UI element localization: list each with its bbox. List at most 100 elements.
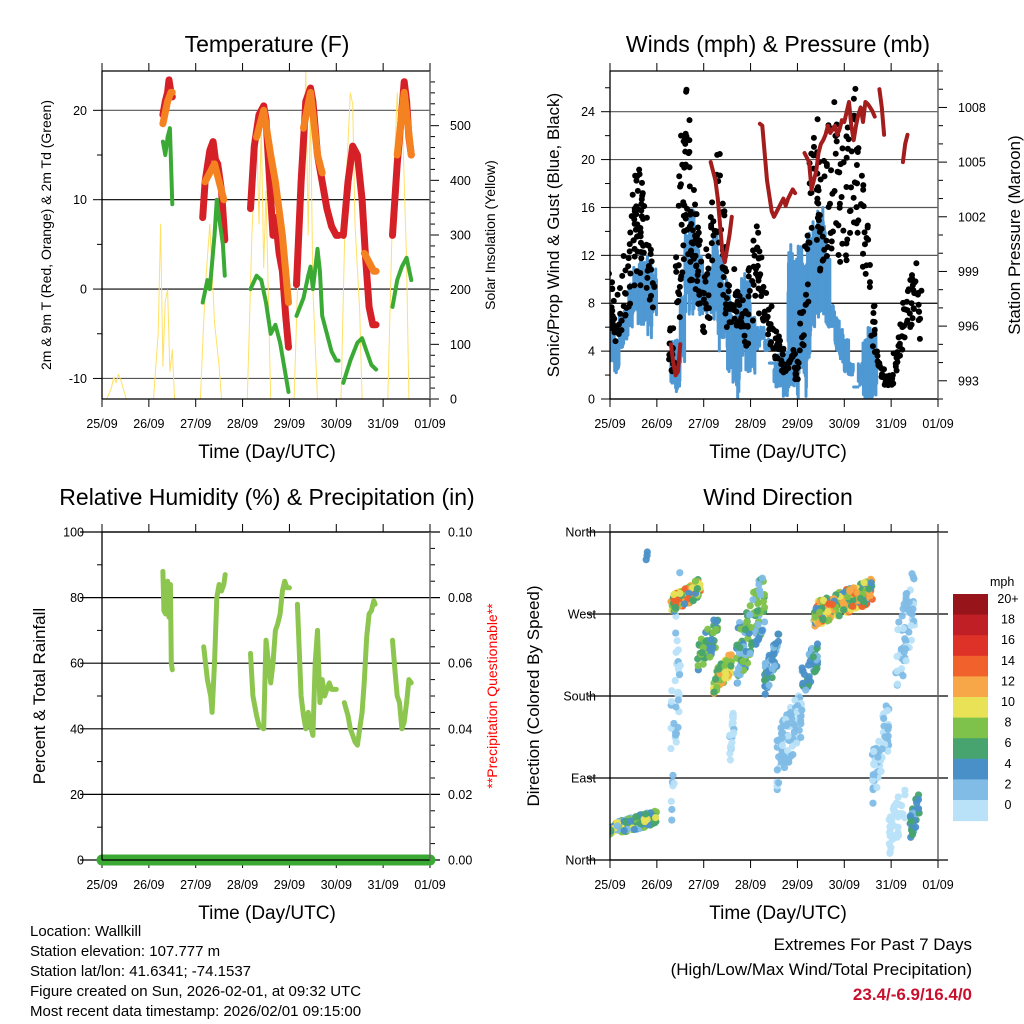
direction-point — [789, 751, 797, 759]
x-tick-label: 26/09 — [133, 878, 164, 892]
gust-point — [638, 255, 645, 262]
direction-point — [746, 611, 754, 619]
gust-point — [705, 253, 712, 260]
gust-point — [699, 289, 706, 296]
gust-point — [839, 145, 846, 152]
colorbar-swatch — [953, 717, 988, 739]
x-tick-label: 27/09 — [180, 417, 211, 431]
gust-point — [758, 254, 765, 261]
direction-point — [632, 813, 640, 821]
gust-point — [627, 300, 634, 307]
direction-point — [671, 676, 679, 685]
direction-point — [901, 791, 909, 799]
gust-point — [610, 279, 616, 286]
gust-point — [802, 301, 809, 308]
gust-point — [633, 177, 640, 184]
direction-point — [865, 585, 873, 593]
gust-point — [860, 186, 867, 193]
gust-point — [861, 229, 868, 236]
gust-point — [627, 229, 634, 236]
direction-point — [680, 600, 689, 608]
direction-point — [643, 548, 651, 556]
direction-point — [786, 703, 795, 712]
gust-point — [829, 228, 836, 235]
y2-tick-label: 1005 — [958, 156, 986, 170]
direction-point — [786, 708, 795, 717]
gust-point — [754, 272, 761, 279]
series-2m-t — [159, 76, 415, 351]
gust-point — [666, 356, 673, 363]
gust-point — [610, 270, 612, 277]
gust-point — [819, 233, 826, 240]
y-tick-label: 80 — [70, 591, 84, 605]
gust-point — [708, 240, 715, 247]
direction-point — [672, 738, 680, 746]
gust-point — [892, 363, 899, 370]
gust-point — [700, 296, 707, 303]
direction-point — [853, 589, 861, 597]
gust-point — [847, 229, 854, 236]
gust-point — [820, 256, 827, 263]
direction-point — [811, 613, 819, 621]
gust-point — [823, 237, 830, 244]
figure-created: Figure created on Sun, 2026-02-01, at 09… — [30, 983, 362, 1000]
gust-point — [794, 364, 801, 371]
direction-point — [907, 622, 915, 630]
gust-point — [722, 301, 729, 308]
direction-point — [756, 589, 764, 597]
gust-point — [610, 285, 616, 292]
colorbar-label: 0 — [1005, 798, 1012, 812]
gust-point — [843, 184, 850, 191]
direction-point — [613, 822, 621, 830]
direction-point — [736, 644, 744, 652]
gust-point — [717, 282, 724, 289]
colorbar-label: 4 — [1005, 757, 1012, 771]
temperature-chart: Temperature (F) 25/09 26/09 27/09 28/09 29/09… — [38, 31, 498, 463]
gust-point — [854, 180, 861, 187]
direction-point — [873, 783, 881, 792]
gust-point — [643, 214, 650, 221]
gust-point — [686, 183, 693, 190]
direction-point — [849, 602, 857, 610]
gust-point — [721, 212, 728, 219]
gust-point — [901, 334, 908, 341]
y-axis-label: 2m & 9m T (Red, Orange) & 2m Td (Green) — [38, 100, 54, 370]
gust-point — [693, 263, 700, 270]
gust-point — [675, 262, 682, 269]
y-tick-label: 4 — [588, 345, 595, 359]
gust-point — [870, 309, 877, 316]
x-tick-label: 31/09 — [368, 417, 399, 431]
x-tick-label: 30/09 — [321, 417, 352, 431]
gust-point — [888, 376, 895, 383]
gust-point — [882, 379, 889, 386]
gust-point — [676, 283, 683, 290]
chart-title: Winds (mph) & Pressure (mb) — [626, 31, 930, 57]
y2-tick-label: 500 — [450, 119, 471, 133]
direction-point — [819, 615, 827, 624]
y-axis-label: Sonic/Prop Wind & Gust (Blue, Black) — [544, 93, 563, 377]
gust-point — [703, 305, 710, 312]
direction-point — [672, 629, 680, 637]
gust-point — [846, 208, 853, 215]
gust-point — [808, 224, 815, 231]
latest-timestamp: Most recent data timestamp: 2026/02/01 0… — [30, 1003, 362, 1020]
gust-point — [731, 315, 738, 322]
gust-point — [800, 308, 807, 315]
direction-point — [674, 665, 683, 673]
gust-point — [866, 283, 873, 290]
direction-point — [783, 746, 792, 755]
chart-title: Wind Direction — [703, 484, 853, 510]
x-tick-label: 26/09 — [133, 417, 164, 431]
x-tick-label: 30/09 — [829, 417, 860, 431]
x-tick-label: 29/09 — [274, 417, 305, 431]
gust-point — [745, 293, 752, 300]
gust-point — [625, 255, 632, 262]
gust-point — [915, 317, 922, 324]
x-tick-label: 25/09 — [86, 878, 117, 892]
direction-point — [754, 621, 762, 629]
gust-point — [910, 305, 917, 312]
gust-point — [678, 132, 685, 139]
gust-point — [631, 216, 638, 223]
gust-point — [618, 317, 625, 324]
x-axis-label: Time (Day/UTC) — [709, 442, 847, 463]
